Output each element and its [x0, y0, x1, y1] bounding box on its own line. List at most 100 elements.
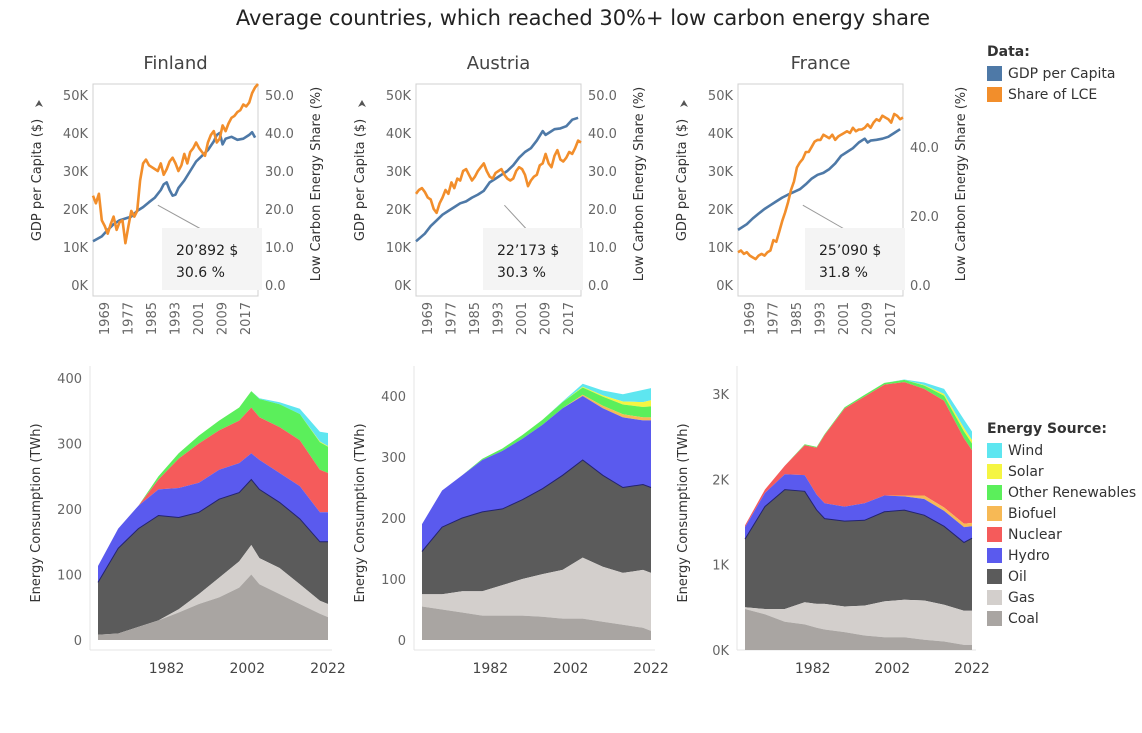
series-line-gdp: [415, 116, 579, 243]
legend-data: Data: GDP per Capita Share of LCE: [987, 44, 1115, 105]
x-tick-label: 1985: [145, 302, 160, 335]
y-tick-label: 400: [57, 372, 82, 387]
x-tick-label: 1977: [766, 302, 781, 335]
y-tick-label: 1K: [712, 559, 729, 574]
y-tick-label: 10K: [386, 241, 412, 256]
x-tick-label: 1982: [795, 661, 831, 677]
legend-item-wind[interactable]: Wind: [987, 440, 1136, 461]
legend-label-biofuel: Biofuel: [1008, 505, 1057, 522]
series-line-gdp: [92, 130, 257, 243]
x-tick-label: 1969: [98, 302, 113, 335]
legend-item-coal[interactable]: Coal: [987, 608, 1136, 629]
y2-tick-label: 40.0: [910, 141, 939, 156]
y-tick-label: 0K: [716, 279, 733, 294]
annotation-lce: 31.8 %: [819, 265, 868, 281]
x-tick-label: 2009: [539, 302, 554, 335]
series-line-lce: [91, 83, 259, 245]
legend-item-biofuel[interactable]: Biofuel: [987, 503, 1136, 524]
y-tick-label: 10K: [63, 241, 89, 256]
legend-swatch-gas: [987, 590, 1002, 605]
legend-label-lce: Share of LCE: [1008, 86, 1098, 103]
legend-label-other-renewables: Other Renewables: [1008, 484, 1137, 501]
y-tick-label: 3K: [712, 388, 729, 403]
y-tick-label: 20K: [708, 203, 734, 218]
annotation-lce: 30.3 %: [497, 265, 546, 281]
legend-label-coal: Coal: [1008, 610, 1039, 627]
legend-swatch-coal: [987, 611, 1002, 626]
y-axis-label: Energy Consumption (TWh): [676, 423, 691, 602]
y-tick-label: 50K: [63, 89, 89, 104]
area-gas: [422, 557, 651, 631]
y2-tick-label: 0.0: [910, 279, 931, 294]
y2-axis-label: Low Carbon Energy Share (%): [309, 87, 324, 282]
x-tick-label: 2001: [515, 302, 530, 335]
legend-item-nuclear[interactable]: Nuclear: [987, 524, 1136, 545]
x-tick-label: 2017: [239, 302, 254, 335]
x-tick-label: 1977: [444, 302, 459, 335]
series-line-gdp: [737, 128, 901, 231]
legend-swatch-other-renewables: [987, 485, 1002, 500]
y2-axis-label: Low Carbon Energy Share (%): [632, 87, 647, 282]
pin-icon: [680, 100, 688, 107]
y2-tick-label: 20.0: [910, 210, 939, 225]
series-line-lce: [414, 139, 582, 215]
area-coal: [98, 574, 328, 640]
legend-item-gdp[interactable]: GDP per Capita: [987, 63, 1115, 84]
y2-tick-label: 40.0: [588, 127, 617, 142]
x-tick-label: 2002: [553, 661, 589, 677]
area-nuclear: [98, 407, 328, 566]
legend-item-gas[interactable]: Gas: [987, 587, 1136, 608]
y2-tick-label: 0.0: [588, 279, 609, 294]
annotation-box: [162, 228, 262, 290]
y-tick-label: 200: [57, 503, 82, 518]
chart-title: France: [791, 53, 851, 74]
legend-label-gdp: GDP per Capita: [1008, 65, 1116, 82]
legend-item-hydro[interactable]: Hydro: [987, 545, 1136, 566]
x-tick-label: 2017: [884, 302, 899, 335]
annotation-gdp: 25’090 $: [819, 243, 881, 259]
y-tick-label: 30K: [63, 165, 89, 180]
x-tick-label: 2009: [216, 302, 231, 335]
area-gas: [745, 599, 972, 645]
x-tick-label: 1982: [149, 661, 185, 677]
area-wind: [422, 383, 651, 525]
y-tick-label: 20K: [63, 203, 89, 218]
legend-item-solar[interactable]: Solar: [987, 461, 1136, 482]
area-nuclear: [745, 382, 972, 528]
chart-title: Austria: [467, 53, 531, 74]
legend-item-oil[interactable]: Oil: [987, 566, 1136, 587]
y2-tick-label: 30.0: [588, 165, 617, 180]
pin-icon: [35, 100, 43, 107]
legend-swatch-oil: [987, 569, 1002, 584]
y-tick-label: 40K: [63, 127, 89, 142]
area-hydro: [98, 453, 328, 583]
y2-tick-label: 20.0: [588, 203, 617, 218]
y2-tick-label: 50.0: [265, 89, 294, 104]
area-coal: [422, 606, 651, 640]
area-coal: [745, 609, 972, 650]
y-tick-label: 30K: [386, 165, 412, 180]
x-tick-label: 2002: [875, 661, 911, 677]
legend-swatch-solar: [987, 464, 1002, 479]
legend-label-wind: Wind: [1008, 442, 1044, 459]
x-tick-label: 1969: [743, 302, 758, 335]
y-tick-label: 50K: [708, 89, 734, 104]
y-axis-label: GDP per Capita ($): [675, 119, 690, 241]
y-tick-label: 300: [381, 451, 406, 466]
annotation-box: [805, 228, 905, 290]
area-hydro: [745, 474, 972, 543]
x-tick-label: 1982: [472, 661, 508, 677]
x-tick-label: 2022: [310, 661, 346, 677]
legend-label-gas: Gas: [1008, 589, 1035, 606]
y-tick-label: 30K: [708, 165, 734, 180]
legend-item-lce[interactable]: Share of LCE: [987, 84, 1115, 105]
y-axis-label: Energy Consumption (TWh): [353, 423, 368, 602]
y-tick-label: 40K: [386, 127, 412, 142]
legend-item-other-renewables[interactable]: Other Renewables: [987, 482, 1136, 503]
y-axis-label: GDP per Capita ($): [30, 119, 45, 241]
legend-swatch-wind: [987, 443, 1002, 458]
area-oil: [745, 489, 972, 611]
pin-icon: [358, 100, 366, 107]
y-tick-label: 50K: [386, 89, 412, 104]
